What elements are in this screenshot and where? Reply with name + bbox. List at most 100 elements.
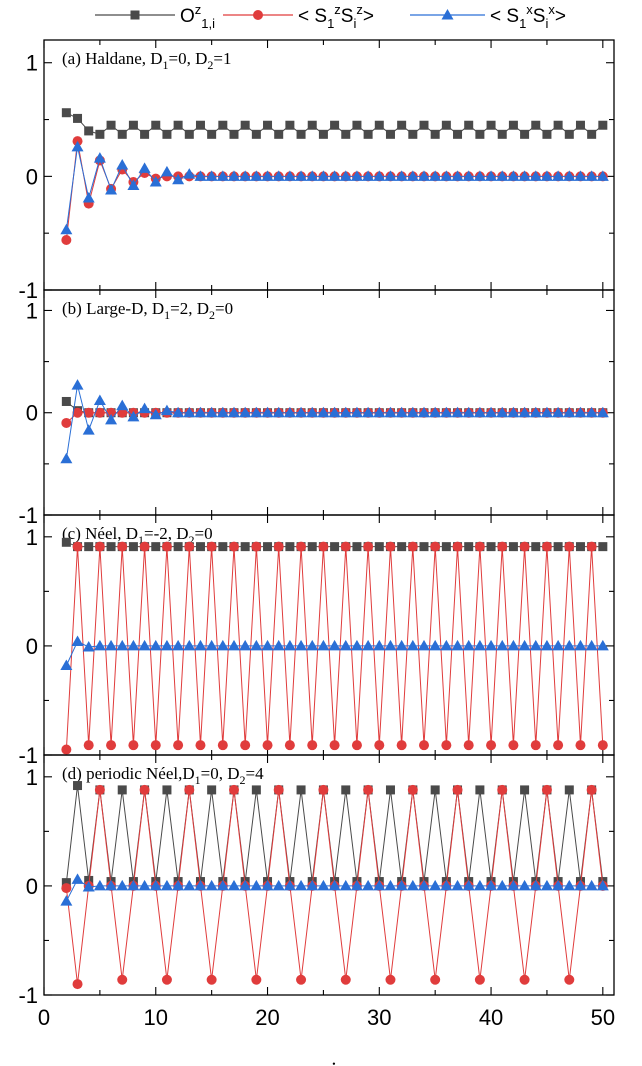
data-point — [138, 402, 151, 414]
data-point — [518, 170, 531, 181]
data-point — [72, 407, 83, 418]
data-point — [339, 639, 352, 651]
data-point — [418, 639, 430, 651]
y-tick-label: -1 — [18, 983, 38, 1008]
data-point — [397, 542, 407, 552]
data-point — [373, 879, 386, 891]
data-point — [440, 639, 453, 651]
data-point — [285, 542, 295, 552]
data-point — [140, 129, 150, 139]
data-point — [160, 879, 173, 891]
data-point — [61, 537, 71, 547]
data-point — [373, 406, 386, 418]
data-point — [272, 406, 285, 418]
data-point — [553, 740, 564, 751]
series-O_z — [61, 108, 608, 139]
data-point — [395, 170, 408, 181]
data-point — [518, 406, 531, 418]
data-point — [195, 740, 206, 751]
data-point — [519, 541, 530, 552]
data-point — [95, 129, 105, 139]
data-point — [205, 879, 218, 891]
data-point — [362, 639, 375, 651]
data-point — [418, 406, 430, 418]
data-point — [339, 170, 352, 181]
data-point — [128, 542, 138, 552]
data-point — [216, 170, 229, 181]
data-point — [317, 879, 330, 891]
data-point — [529, 639, 542, 651]
data-point — [173, 120, 183, 130]
data-point — [116, 879, 129, 891]
data-point — [160, 639, 173, 651]
data-point — [429, 639, 442, 651]
data-point — [440, 170, 453, 181]
data-point — [441, 740, 452, 751]
data-point — [138, 639, 151, 651]
data-point — [172, 173, 185, 185]
data-point — [94, 407, 105, 418]
data-point — [518, 639, 531, 651]
data-point — [373, 639, 386, 651]
data-point — [229, 129, 239, 139]
data-point — [596, 170, 609, 181]
data-point — [520, 785, 530, 795]
series-SzSz — [61, 136, 608, 245]
data-point — [328, 406, 341, 418]
data-point — [362, 406, 375, 418]
data-point — [596, 639, 609, 651]
data-point — [307, 542, 317, 552]
data-point — [161, 974, 172, 985]
data-point — [429, 170, 442, 181]
data-point — [406, 170, 419, 181]
data-point — [363, 129, 373, 139]
data-point — [463, 740, 474, 751]
data-point — [285, 120, 295, 130]
data-point — [385, 785, 395, 795]
legend-item-SzSz: < S1zSiz> — [223, 2, 374, 31]
data-point — [328, 170, 341, 181]
data-point — [216, 879, 229, 891]
data-point — [71, 635, 84, 647]
data-point — [138, 879, 151, 891]
data-point — [396, 740, 407, 751]
y-tick-label: -1 — [18, 743, 38, 768]
data-point — [542, 129, 552, 139]
data-point — [441, 542, 451, 552]
data-point — [317, 170, 330, 181]
data-point — [61, 108, 71, 118]
series-SxSx — [60, 635, 609, 671]
x-tick-label: 30 — [367, 1005, 391, 1030]
data-point — [207, 785, 217, 795]
data-point — [295, 879, 308, 891]
data-point — [486, 120, 496, 130]
data-point — [440, 879, 453, 891]
data-point — [84, 542, 94, 552]
data-point — [127, 179, 140, 190]
data-point — [350, 406, 363, 418]
data-point — [384, 406, 397, 418]
data-point — [205, 406, 218, 418]
data-point — [350, 639, 363, 651]
data-point — [508, 120, 518, 130]
data-point — [419, 740, 429, 751]
data-point — [228, 170, 240, 181]
data-point — [318, 541, 329, 552]
y-tick-label: -1 — [18, 503, 38, 528]
data-point — [73, 781, 83, 791]
data-point — [127, 639, 140, 651]
data-point — [139, 541, 150, 552]
data-point — [363, 784, 374, 795]
data-point — [486, 542, 496, 552]
data-point — [596, 879, 609, 891]
data-point — [350, 879, 363, 891]
data-point — [352, 120, 362, 130]
data-point — [229, 541, 239, 552]
x-axis-label: i — [331, 1057, 337, 1066]
x-tick-label: 50 — [591, 1005, 615, 1030]
data-point — [306, 170, 319, 181]
data-point — [564, 974, 575, 985]
data-point — [240, 542, 250, 552]
data-point — [596, 406, 609, 418]
data-point — [218, 542, 228, 552]
